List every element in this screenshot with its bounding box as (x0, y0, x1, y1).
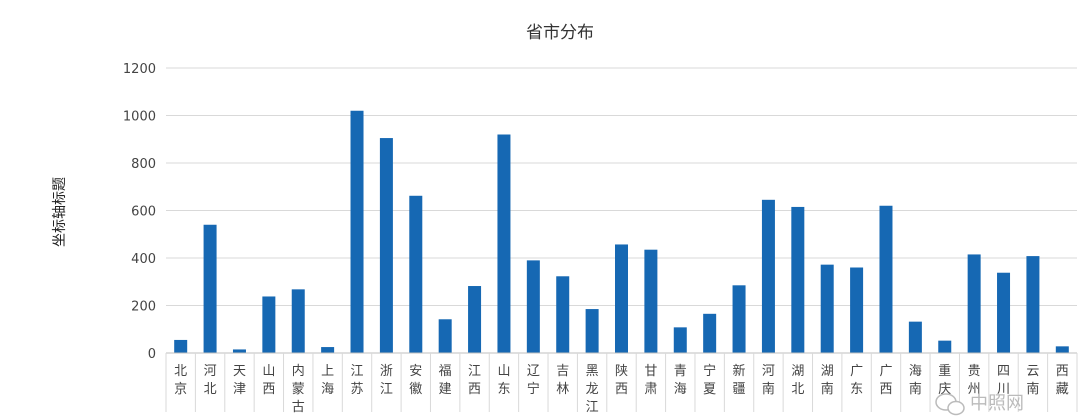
bar (732, 285, 746, 353)
bar (585, 309, 599, 353)
x-tick-label: 宁夏 (703, 363, 716, 397)
bar (908, 321, 922, 353)
x-tick-label: 甘肃 (644, 364, 657, 397)
bar (997, 272, 1011, 353)
bar (203, 224, 217, 353)
x-tick-label: 黑龙江 (586, 364, 599, 415)
x-tick-label: 广西 (879, 364, 892, 397)
bar (850, 267, 864, 353)
bar (820, 264, 834, 353)
x-tick-label: 浙江 (380, 364, 393, 397)
x-tick-label: 北京 (174, 364, 187, 397)
bar (497, 134, 511, 353)
x-tick-label: 上海 (321, 364, 334, 397)
x-tick-label: 福建 (439, 364, 452, 397)
bars (174, 110, 1069, 353)
x-tick-label: 重庆 (938, 363, 951, 397)
bar (262, 296, 276, 353)
x-tick-label: 天津 (233, 364, 246, 397)
x-tick-label: 青海 (674, 364, 687, 397)
bar (409, 195, 423, 353)
bar (967, 254, 981, 353)
bar (350, 110, 364, 353)
y-tick-label: 400 (131, 252, 156, 267)
chart-title: 省市分布 (526, 23, 594, 43)
x-tick-label: 新疆 (733, 363, 746, 397)
bar (644, 249, 658, 353)
bar (879, 205, 893, 353)
x-tick-label: 山西 (262, 364, 275, 397)
wechat-icon (935, 393, 965, 416)
y-tick-label: 600 (131, 205, 156, 220)
y-axis-ticks: 0 200 400 600 800 1000 1200 (123, 62, 156, 362)
bar (232, 349, 246, 353)
x-tick-label: 陕西 (615, 364, 628, 397)
x-tick-label: 江西 (468, 364, 481, 397)
y-tick-label: 1200 (123, 62, 156, 77)
bar (673, 327, 687, 353)
bar (791, 206, 805, 353)
bar (1055, 346, 1069, 353)
y-tick-label: 800 (131, 157, 156, 172)
watermark: 中照网 (935, 393, 1024, 416)
bar (291, 289, 305, 353)
bar (379, 138, 393, 353)
bar (615, 244, 628, 353)
x-tick-label: 山东 (497, 364, 510, 397)
x-tick-label: 河北 (204, 364, 217, 397)
x-tick-label: 湖南 (821, 364, 834, 397)
x-tick-label: 贵州 (968, 364, 981, 397)
x-tick-label: 西藏 (1056, 364, 1069, 397)
y-tick-label: 0 (148, 347, 156, 362)
bar (556, 276, 570, 353)
bar (761, 199, 775, 353)
x-tick-label: 江苏 (351, 364, 364, 397)
bar (703, 313, 717, 353)
y-tick-label: 1000 (123, 110, 156, 125)
x-tick-label: 河南 (762, 364, 775, 397)
y-axis-title: 坐标轴标题 (52, 177, 68, 247)
x-tick-label: 云南 (1026, 364, 1039, 397)
bar (174, 339, 188, 353)
bar (438, 319, 452, 353)
x-tick-label: 吉林 (556, 364, 569, 397)
bar (938, 340, 952, 353)
watermark-text: 中照网 (970, 393, 1024, 414)
x-tick-label: 安徽 (409, 364, 422, 397)
y-tick-label: 200 (131, 300, 156, 315)
x-tick-label: 广东 (850, 364, 863, 397)
x-tick-label: 四川 (997, 364, 1010, 397)
x-tick-label: 湖北 (791, 364, 804, 397)
x-tick-label: 辽宁 (527, 364, 540, 397)
bar (468, 286, 482, 353)
bar (526, 260, 540, 353)
bar (321, 347, 335, 353)
x-tick-label: 内蒙古 (292, 363, 305, 415)
x-tick-label: 海南 (909, 364, 922, 397)
bar (1026, 256, 1040, 353)
